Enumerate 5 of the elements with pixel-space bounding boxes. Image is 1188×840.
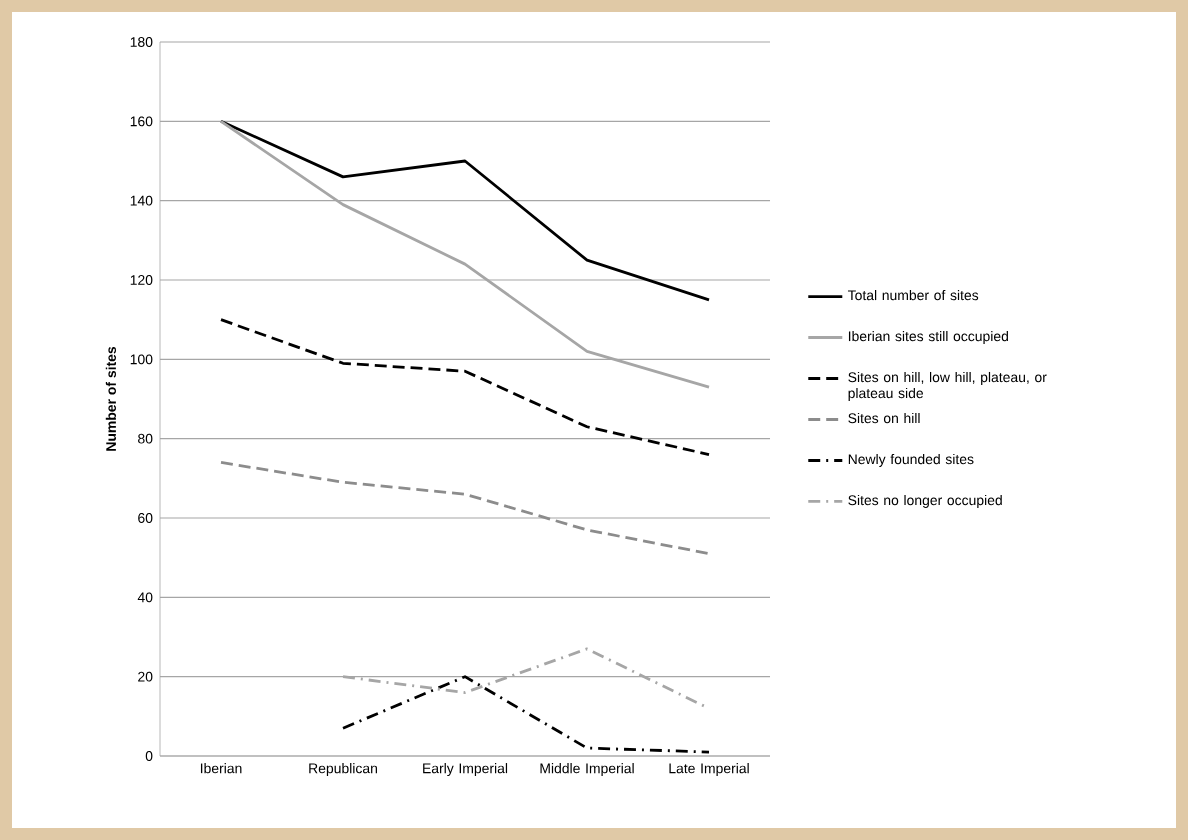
line-series [219,119,711,302]
line-series [219,318,711,456]
line-series [219,119,711,389]
line-series [341,675,711,754]
line-series [219,461,711,556]
